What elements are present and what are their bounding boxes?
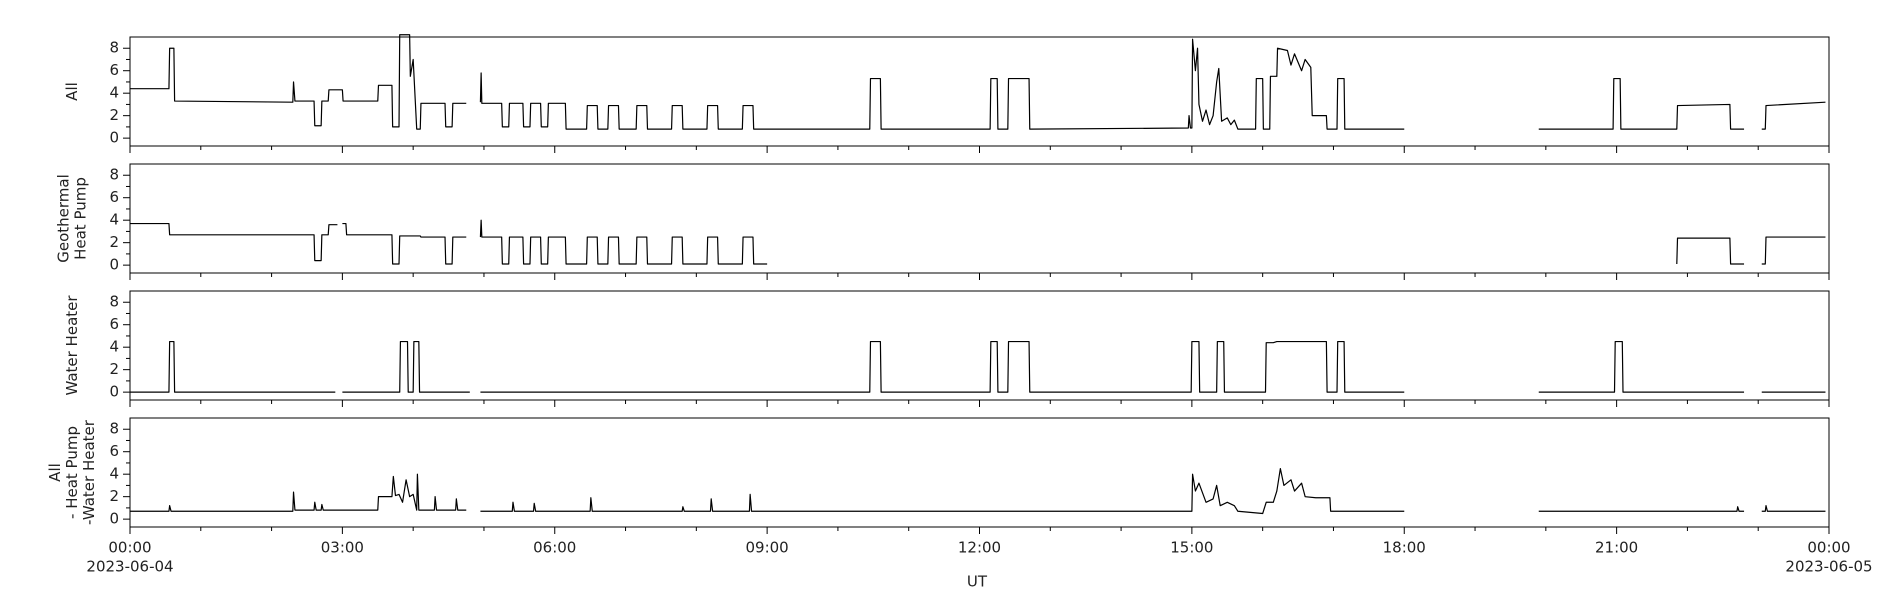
x-axis-label: UT <box>967 573 988 591</box>
x-tick-label: 21:00 <box>1595 539 1638 557</box>
panel-frame <box>129 163 1830 274</box>
x-tick-label: 00:00 <box>1807 539 1850 557</box>
y-tick-label: 2 <box>109 360 119 378</box>
y-tick-label: 6 <box>109 442 119 460</box>
y-tick-label: 8 <box>109 39 119 57</box>
x-tick-label: 09:00 <box>746 539 789 557</box>
y-axis-label-line: Water Heater <box>63 295 81 396</box>
y-axis-label: All <box>63 82 81 101</box>
y-axis-label: Water Heater <box>63 295 81 396</box>
y-tick-label: 4 <box>109 211 119 229</box>
y-tick-label: 0 <box>109 510 119 528</box>
y-tick-label: 8 <box>109 166 119 184</box>
y-tick-label: 6 <box>109 315 119 333</box>
y-axis-label-line: - Heat Pump <box>63 426 81 519</box>
y-tick-label: 8 <box>109 293 119 311</box>
x-tick-label: 18:00 <box>1383 539 1426 557</box>
x-tick-label: 00:00 <box>108 539 151 557</box>
y-axis-label: GeothermalHeat Pump <box>54 174 89 263</box>
y-tick-label: 0 <box>109 129 119 147</box>
y-axis-label-line: All <box>46 463 64 482</box>
y-tick-label: 0 <box>109 256 119 274</box>
panel-frame <box>129 290 1830 401</box>
y-tick-label: 0 <box>109 383 119 401</box>
x-date-label: 2023-06-05 <box>1785 558 1872 576</box>
y-tick-label: 2 <box>109 487 119 505</box>
y-axis-label: All- Heat Pump-Water Heater <box>46 419 98 525</box>
y-tick-label: 4 <box>109 84 119 102</box>
panel-frame <box>129 417 1830 528</box>
y-tick-label: 2 <box>109 106 119 124</box>
y-tick-label: 6 <box>109 61 119 79</box>
x-tick-label: 03:00 <box>321 539 364 557</box>
y-axis-label-line: All <box>63 82 81 101</box>
data-line <box>130 219 1826 265</box>
data-line <box>130 34 1826 130</box>
x-date-label: 2023-06-04 <box>86 558 173 576</box>
x-tick-label: 06:00 <box>533 539 576 557</box>
data-line <box>130 467 1826 515</box>
y-axis-label-line: Heat Pump <box>71 177 89 260</box>
x-tick-label: 15:00 <box>1170 539 1213 557</box>
y-tick-label: 4 <box>109 465 119 483</box>
y-tick-label: 6 <box>109 188 119 206</box>
y-tick-label: 2 <box>109 233 119 251</box>
x-tick-label: 12:00 <box>958 539 1001 557</box>
data-line <box>130 340 1826 393</box>
y-axis-label-line: Geothermal <box>54 174 72 263</box>
y-tick-label: 8 <box>109 420 119 438</box>
y-axis-label-line: -Water Heater <box>80 419 98 525</box>
y-tick-label: 4 <box>109 338 119 356</box>
